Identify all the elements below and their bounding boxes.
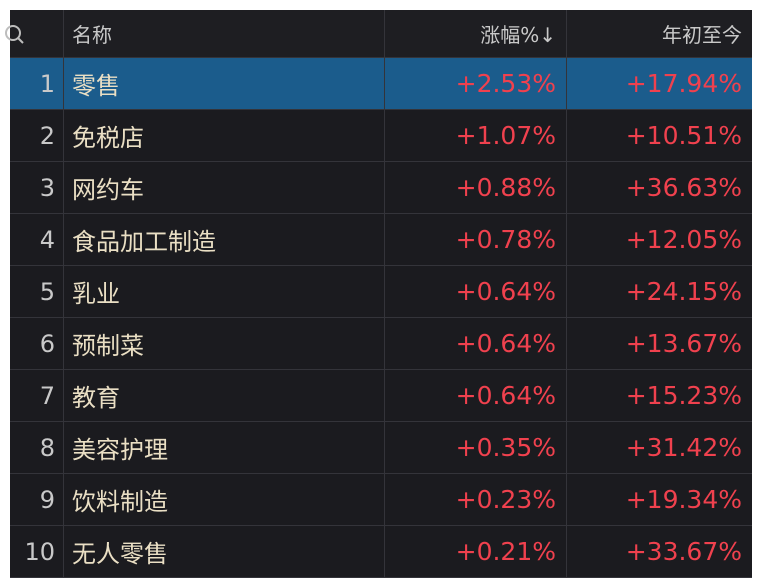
ytd-cell: +15.23%: [625, 381, 742, 410]
name-cell: 无人零售: [64, 526, 385, 577]
rank-cell: 8: [10, 422, 64, 473]
ytd-cell: +31.42%: [625, 433, 742, 462]
table-row[interactable]: 5 乳业 +0.64% +24.15%: [10, 266, 752, 318]
table-row[interactable]: 7 教育 +0.64% +15.23%: [10, 370, 752, 422]
rank-cell: 5: [10, 266, 64, 317]
change-cell: +0.35%: [385, 422, 567, 473]
table-header: 名称 涨幅%↓ 年初至今: [5, 10, 752, 58]
ytd-cell: +19.34%: [625, 485, 742, 514]
name-cell: 预制菜: [64, 318, 385, 369]
change-cell: +1.07%: [385, 110, 567, 161]
sector-ranking-table: 名称 涨幅%↓ 年初至今 1 零售 +2.53% +17.94% 2 免税店 +1.07% +…: [5, 10, 752, 578]
ytd-cell: +10.51%: [625, 121, 742, 150]
name-cell: 免税店: [64, 110, 385, 161]
rank-cell: 10: [10, 526, 64, 577]
table-row[interactable]: 4 食品加工制造 +0.78% +12.05%: [10, 214, 752, 266]
table-row[interactable]: 1 零售 +2.53% +17.94%: [10, 58, 752, 110]
name-cell: 零售: [64, 58, 385, 109]
change-cell: +0.64%: [385, 318, 567, 369]
search-button[interactable]: [5, 10, 64, 57]
rank-cell: 2: [10, 110, 64, 161]
rank-cell: 7: [10, 370, 64, 421]
search-icon: [5, 24, 24, 44]
ytd-cell: +13.67%: [625, 329, 742, 358]
change-cell: +0.23%: [385, 474, 567, 525]
table-row[interactable]: 9 饮料制造 +0.23% +19.34%: [10, 474, 752, 526]
ytd-cell: +17.94%: [625, 69, 742, 98]
name-cell: 食品加工制造: [64, 214, 385, 265]
rank-cell: 4: [10, 214, 64, 265]
table-row[interactable]: 3 网约车 +0.88% +36.63%: [10, 162, 752, 214]
name-cell: 美容护理: [64, 422, 385, 473]
rank-cell: 3: [10, 162, 64, 213]
table-row[interactable]: 2 免税店 +1.07% +10.51%: [10, 110, 752, 162]
ytd-cell: +12.05%: [625, 225, 742, 254]
rank-cell: 1: [10, 58, 64, 109]
change-cell: +0.78%: [385, 214, 567, 265]
column-header-name[interactable]: 名称: [64, 10, 385, 57]
column-header-ytd[interactable]: 年初至今: [662, 23, 742, 47]
ytd-cell: +33.67%: [625, 537, 742, 566]
ytd-cell: +24.15%: [625, 277, 742, 306]
rank-cell: 9: [10, 474, 64, 525]
change-cell: +2.53%: [385, 58, 567, 109]
change-cell: +0.88%: [385, 162, 567, 213]
name-cell: 网约车: [64, 162, 385, 213]
name-cell: 教育: [64, 370, 385, 421]
column-header-change[interactable]: 涨幅%↓: [385, 10, 567, 57]
rank-cell: 6: [10, 318, 64, 369]
change-cell: +0.21%: [385, 526, 567, 577]
table-row[interactable]: 8 美容护理 +0.35% +31.42%: [10, 422, 752, 474]
name-cell: 饮料制造: [64, 474, 385, 525]
table-row[interactable]: 10 无人零售 +0.21% +33.67%: [10, 526, 752, 578]
ytd-cell: +36.63%: [625, 173, 742, 202]
change-cell: +0.64%: [385, 370, 567, 421]
table-row[interactable]: 6 预制菜 +0.64% +13.67%: [10, 318, 752, 370]
change-cell: +0.64%: [385, 266, 567, 317]
name-cell: 乳业: [64, 266, 385, 317]
